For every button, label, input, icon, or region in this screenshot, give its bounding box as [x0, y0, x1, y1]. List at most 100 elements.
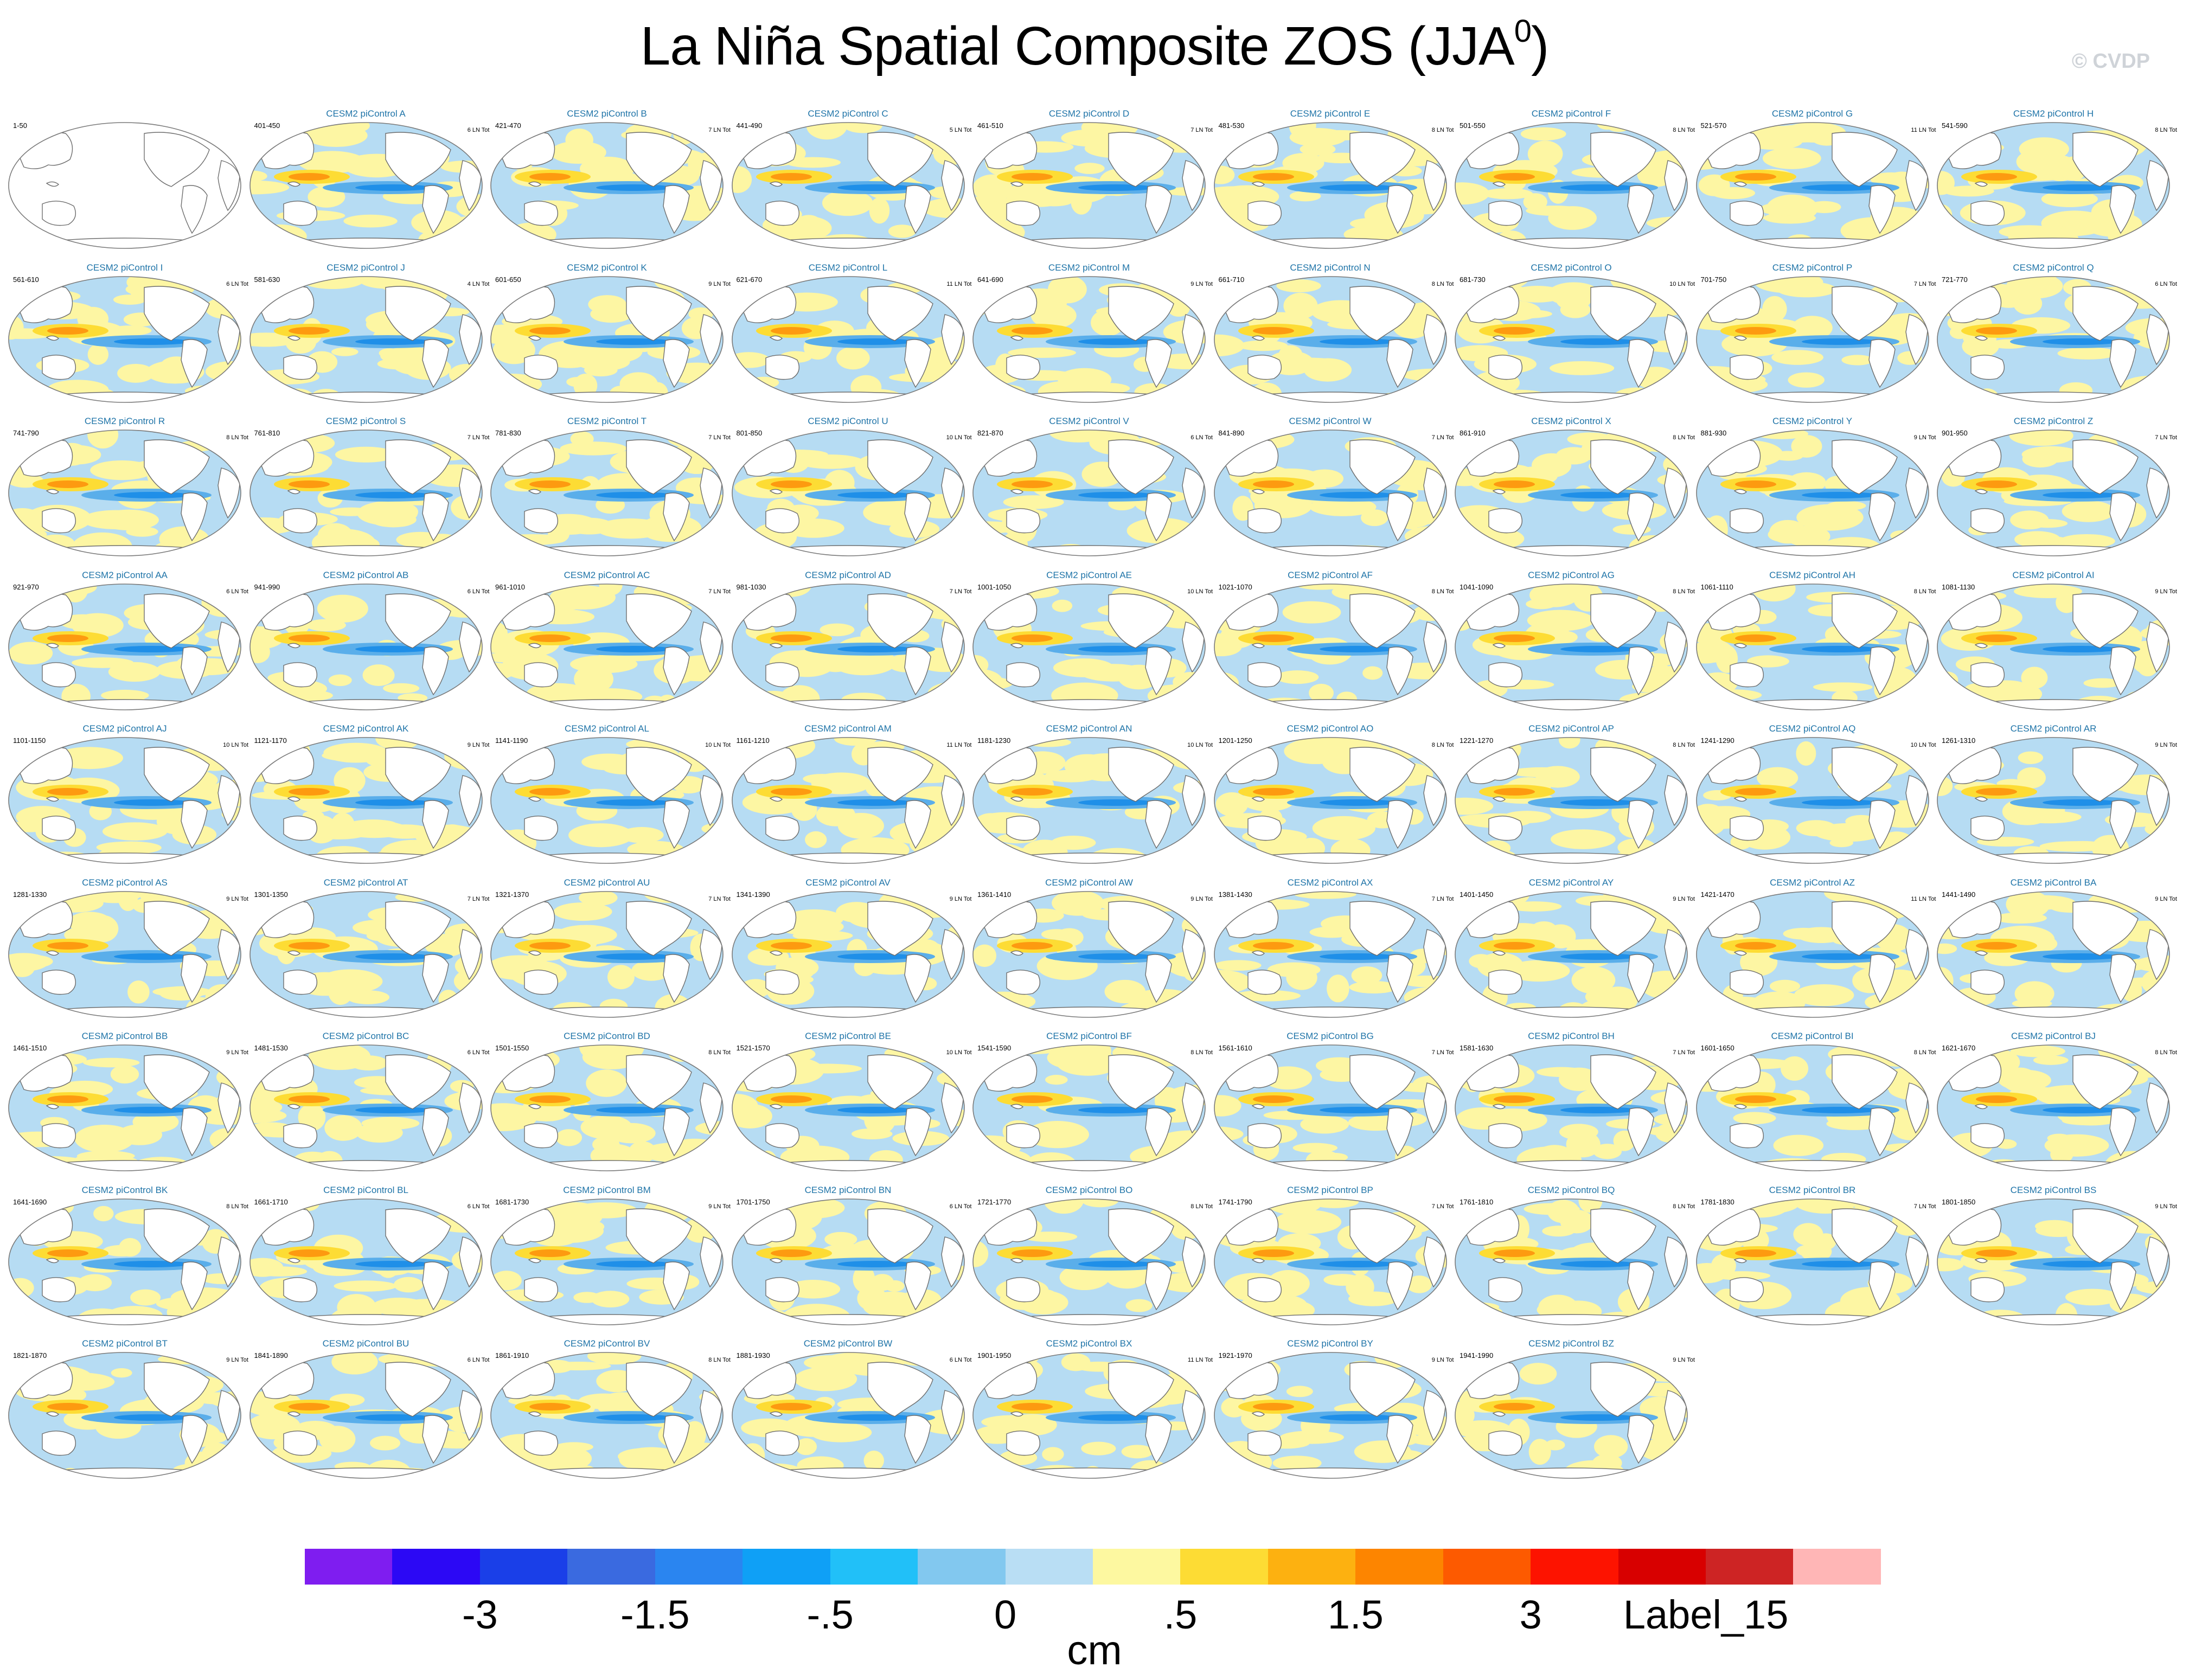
continent-shape: [1251, 489, 1265, 495]
continent-shape: [217, 1390, 240, 1441]
continent-shape: [1006, 816, 1040, 841]
continent-shape: [528, 181, 542, 187]
panel-year-range: 681-730: [1460, 275, 1486, 284]
continent-shape: [1010, 1104, 1024, 1110]
colorbar-box: [567, 1549, 655, 1585]
continent-shape: [1182, 1082, 1205, 1134]
map-panel: CESM2 piControl BY 1921-1970 9 LN Tot: [1210, 1338, 1454, 1492]
continent-shape: [524, 816, 558, 841]
continent-shape: [287, 796, 300, 802]
continent-shape: [663, 185, 690, 234]
continent-shape: [1590, 285, 1656, 341]
panel-title: CESM2 piControl BY: [1287, 1338, 1373, 1349]
map-panel: CESM2 piControl A 401-450 6 LN Tot: [246, 108, 490, 262]
panel-event-count: 7 LN Tot: [467, 434, 490, 441]
composite-map: [731, 1352, 965, 1479]
continent-shape: [1664, 467, 1687, 519]
composite-map: [249, 1352, 483, 1479]
map-panel: CESM2 piControl BA 1441-1490 9 LN Tot: [1933, 877, 2177, 1031]
panel-title: CESM2 piControl H: [2013, 108, 2094, 119]
composite-map: [972, 890, 1206, 1018]
continent-shape: [2072, 900, 2139, 956]
composite-map: [249, 737, 483, 864]
panel-title: CESM2 piControl AO: [1286, 723, 1374, 734]
panel-title: CESM2 piControl AI: [2012, 569, 2095, 580]
map-border: [490, 122, 724, 249]
map-panel: CESM2 piControl Y 881-930 9 LN Tot: [1692, 416, 1936, 569]
continent-shape: [528, 1411, 542, 1417]
panel-title: CESM2 piControl AQ: [1769, 723, 1856, 734]
panel-year-range: 1841-1890: [254, 1351, 288, 1360]
composite-map: [1937, 275, 2170, 403]
continent-shape: [765, 969, 799, 995]
map-panel: CESM2 piControl BI 1601-1650 8 LN Tot: [1692, 1031, 1936, 1184]
panel-year-range: 1581-1630: [1460, 1044, 1494, 1052]
panel-title: CESM2 piControl AD: [805, 569, 891, 580]
continent-shape: [524, 508, 558, 534]
continent-shape: [1974, 1104, 1988, 1110]
composite-map: [1213, 583, 1447, 710]
colorbar-tick-label: -3: [462, 1592, 498, 1637]
map-border: [1455, 429, 1688, 556]
map-border: [972, 583, 1206, 710]
continent-shape: [287, 643, 300, 648]
continent-shape: [765, 354, 799, 380]
panel-event-count: 11 LN Tot: [946, 280, 972, 287]
continent-shape: [1108, 900, 1174, 956]
panel-title: CESM2 piControl S: [325, 416, 406, 426]
panel-event-count: 8 LN Tot: [1673, 434, 1695, 441]
map-border: [490, 890, 724, 1018]
continent-shape: [421, 800, 449, 849]
continent-shape: [1247, 1431, 1282, 1456]
map-panel: CESM2 piControl AV 1341-1390 9 LN Tot: [728, 877, 972, 1031]
continent-shape: [1905, 621, 1928, 672]
map-panel: CESM2 piControl AF 1021-1070 8 LN Tot: [1210, 570, 1454, 723]
panel-year-range: 1941-1990: [1460, 1351, 1494, 1360]
continent-shape: [385, 900, 451, 956]
continent-shape: [2146, 928, 2169, 980]
continent-shape: [1729, 354, 1764, 380]
continent-shape: [1247, 969, 1282, 995]
continent-shape: [46, 489, 60, 495]
continent-shape: [217, 621, 240, 672]
composite-map: [1213, 1352, 1447, 1479]
continent-shape: [1423, 160, 1446, 211]
continent-shape: [1729, 969, 1764, 995]
panel-title: CESM2 piControl AS: [82, 877, 168, 888]
continent-shape: [904, 1107, 931, 1157]
composite-map: [490, 122, 724, 249]
continent-shape: [1006, 201, 1040, 226]
panel-title: CESM2 piControl BR: [1769, 1184, 1856, 1195]
map-panel: CESM2 piControl BZ 1941-1990 9 LN Tot: [1451, 1338, 1695, 1492]
continent-shape: [1145, 1261, 1172, 1310]
composite-map: [1455, 275, 1688, 403]
continent-shape: [769, 181, 783, 187]
continent-shape: [1108, 1208, 1174, 1264]
panel-event-count: 10 LN Tot: [705, 742, 731, 748]
continent-shape: [1733, 181, 1747, 187]
composite-map: [8, 737, 241, 864]
continent-shape: [765, 1277, 799, 1302]
map-panel: CESM2 piControl BP 1741-1790 7 LN Tot: [1210, 1185, 1454, 1338]
continent-shape: [2146, 621, 2169, 672]
panel-event-count: 8 LN Tot: [708, 1357, 731, 1363]
continent-shape: [663, 646, 690, 695]
continent-shape: [765, 201, 799, 226]
panel-event-count: 8 LN Tot: [226, 434, 248, 441]
continent-shape: [271, 698, 462, 710]
colorbar-tick-label: -.5: [807, 1592, 854, 1637]
panel-year-range: 881-930: [1700, 429, 1727, 437]
panel-event-count: 7 LN Tot: [1431, 1049, 1454, 1056]
continent-shape: [458, 160, 482, 211]
map-border: [8, 429, 241, 556]
panel-year-range: 1761-1810: [1460, 1197, 1494, 1206]
panel-event-count: 6 LN Tot: [467, 1357, 490, 1363]
continent-shape: [1488, 1277, 1522, 1302]
panel-event-count: 10 LN Tot: [223, 742, 248, 748]
panel-year-range: 1801-1850: [1942, 1197, 1976, 1206]
map-panel: CESM2 piControl O 681-730 10 LN Tot: [1451, 262, 1695, 416]
panel-event-count: 9 LN Tot: [2155, 895, 2177, 902]
panel-event-count: 6 LN Tot: [467, 127, 490, 133]
continent-shape: [626, 1208, 692, 1264]
continent-shape: [626, 1362, 692, 1417]
